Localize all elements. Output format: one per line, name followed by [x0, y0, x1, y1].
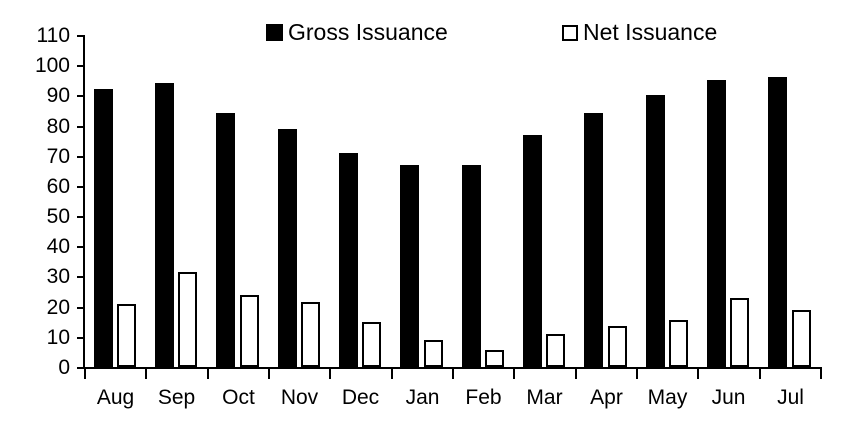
x-axis-label-jun: Jun	[711, 386, 746, 409]
bar-gross-sep	[155, 83, 174, 367]
y-axis-tick-label: 50	[46, 205, 70, 229]
bar-net-feb	[485, 350, 504, 367]
x-axis-tick	[820, 369, 822, 379]
x-axis-label-apr: Apr	[590, 386, 623, 409]
bar-gross-apr	[584, 113, 603, 367]
x-axis-tick	[513, 369, 515, 379]
bar-net-jan	[424, 340, 443, 367]
x-axis-tick	[268, 369, 270, 379]
y-axis-tick	[77, 306, 84, 309]
y-axis-tick	[77, 95, 84, 98]
y-axis-tick-label: 10	[46, 325, 70, 349]
y-axis-tick	[77, 65, 84, 68]
y-axis-tick-label: 80	[46, 114, 70, 138]
bar-net-apr	[608, 326, 627, 367]
y-axis-tick-label: 0	[58, 356, 70, 379]
y-axis-tick	[77, 216, 84, 219]
gross-issuance-swatch-icon	[266, 24, 283, 41]
y-axis-tick-label: 20	[46, 295, 70, 319]
y-axis-tick	[77, 35, 84, 37]
x-axis-label-feb: Feb	[465, 386, 502, 409]
y-axis-tick	[77, 336, 84, 339]
y-axis-tick	[77, 276, 84, 279]
bar-net-jun	[730, 298, 749, 367]
y-axis-tick	[77, 185, 84, 188]
bar-gross-mar	[523, 135, 542, 367]
y-axis-line	[83, 35, 85, 369]
bar-net-nov	[301, 302, 320, 367]
bar-net-sep	[178, 272, 197, 367]
x-axis-label-aug: Aug	[96, 386, 135, 409]
bar-gross-feb	[462, 165, 481, 367]
bar-gross-jul	[768, 77, 787, 367]
x-axis-tick	[697, 369, 699, 379]
bar-gross-aug	[94, 89, 113, 367]
y-axis-tick	[77, 125, 84, 128]
y-axis-tick	[77, 155, 84, 158]
y-axis-tick-label: 70	[46, 144, 70, 168]
bar-net-dec	[362, 322, 381, 367]
x-axis-tick	[452, 369, 454, 379]
y-axis-tick-label: 60	[46, 174, 70, 198]
x-axis-line	[83, 367, 822, 369]
x-axis-tick	[759, 369, 761, 379]
y-axis-tick	[77, 246, 84, 249]
x-axis-label-jul: Jul	[777, 386, 804, 409]
bar-gross-jun	[707, 80, 726, 367]
bar-gross-oct	[216, 113, 235, 367]
y-axis-tick-label: 110	[36, 24, 70, 47]
bar-net-mar	[546, 334, 565, 367]
y-axis-tick-label: 100	[34, 54, 70, 78]
x-axis-tick	[329, 369, 331, 379]
x-axis-tick	[207, 369, 209, 379]
legend-label-gross: Gross Issuance	[288, 19, 448, 45]
x-axis-label-dec: Dec	[341, 386, 380, 409]
x-axis-tick	[84, 369, 86, 379]
x-axis-tick	[575, 369, 577, 379]
x-axis-label-sep: Sep	[157, 386, 196, 409]
bar-gross-may	[646, 95, 665, 367]
x-axis-tick	[636, 369, 638, 379]
bar-gross-nov	[278, 129, 297, 367]
y-axis-tick-label: 30	[46, 265, 70, 289]
x-axis-tick	[391, 369, 393, 379]
bar-net-oct	[240, 295, 259, 367]
legend-label-net: Net Issuance	[583, 19, 718, 45]
x-axis-label-mar: Mar	[526, 386, 563, 409]
y-axis-tick-label: 90	[46, 84, 70, 108]
net-issuance-swatch-icon	[562, 24, 578, 41]
x-axis-label-may: May	[647, 386, 688, 409]
bar-net-may	[669, 320, 688, 367]
legend-item-gross: Gross Issuance	[266, 21, 448, 44]
x-axis-tick	[145, 369, 147, 379]
x-axis-label-oct: Oct	[222, 386, 255, 409]
bar-gross-jan	[400, 165, 419, 367]
x-axis-label-jan: Jan	[405, 386, 440, 409]
bar-net-jul	[792, 310, 811, 367]
y-axis-tick	[77, 367, 84, 369]
x-axis-label-nov: Nov	[280, 386, 319, 409]
y-axis-tick-label: 40	[46, 235, 70, 259]
legend-item-net: Net Issuance	[562, 21, 717, 44]
bar-gross-dec	[339, 153, 358, 367]
bar-net-aug	[117, 304, 136, 367]
